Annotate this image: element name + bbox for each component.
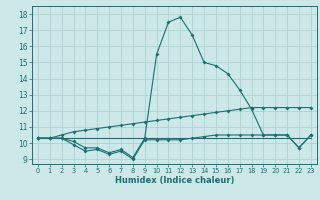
X-axis label: Humidex (Indice chaleur): Humidex (Indice chaleur) xyxy=(115,176,234,185)
